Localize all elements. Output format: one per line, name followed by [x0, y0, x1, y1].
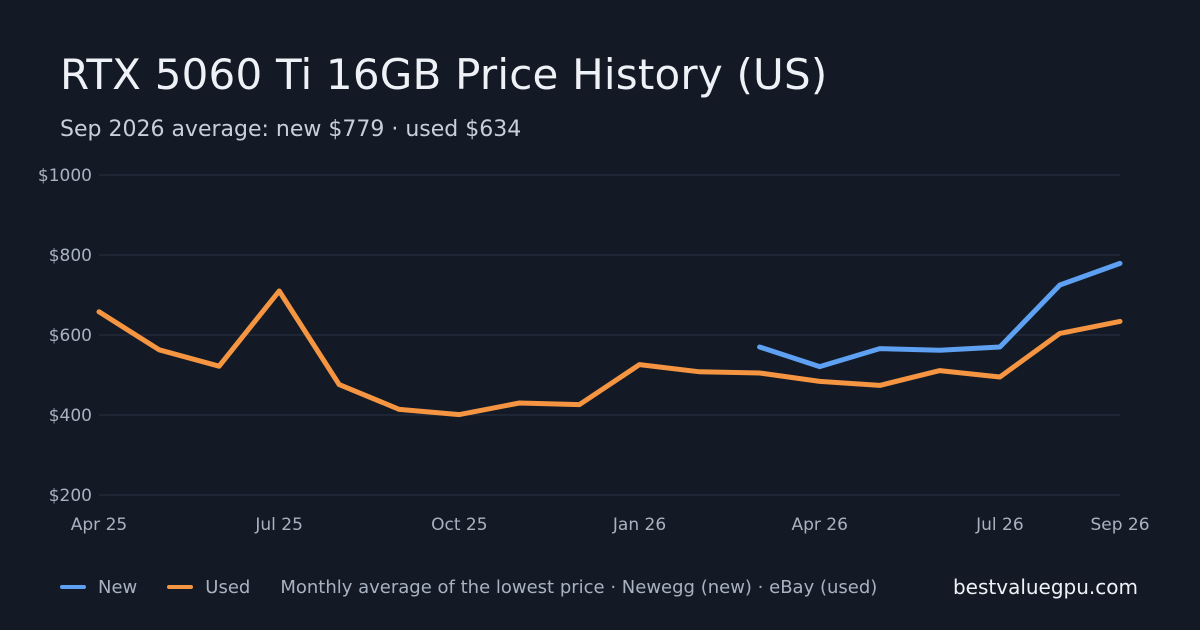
y-tick-label: $1000: [38, 166, 92, 186]
x-axis-ticks: Apr 25 Jul 25 Oct 25 Jan 26 Apr 26 Jul 26 Sep …: [71, 515, 1150, 535]
x-tick-label: Oct 25: [431, 515, 487, 535]
x-tick-label: Jan 26: [612, 515, 666, 535]
legend-item-new: New: [60, 577, 137, 598]
legend-label-used: Used: [205, 576, 251, 598]
series-lines: [96, 260, 1123, 418]
legend-label-new: New: [98, 576, 138, 598]
chart-subtitle: Sep 2026 average: new $779 · used $634: [60, 117, 522, 142]
y-axis-ticks: $200 $400 $600 $800 $1000: [38, 166, 92, 506]
series-line-new: [757, 260, 1123, 370]
x-tick-label: Jul 26: [975, 515, 1024, 535]
grid-lines: [99, 174, 1120, 496]
x-tick-label: Apr 26: [791, 515, 847, 535]
y-tick-label: $600: [49, 326, 92, 346]
y-tick-label: $800: [49, 246, 92, 266]
brand-label: bestvaluegpu.com: [952, 575, 1138, 599]
series-line-used: [96, 288, 1123, 418]
y-tick-label: $400: [49, 406, 92, 426]
legend-swatch-used: [167, 585, 194, 589]
legend-swatch-new: [60, 585, 86, 589]
legend-item-used: Used: [167, 577, 250, 598]
legend: New Used Monthly average of the lowest p…: [60, 572, 877, 602]
x-tick-label: Apr 25: [71, 515, 127, 535]
source-note: Monthly average of the lowest price · Ne…: [280, 576, 878, 598]
chart-title: RTX 5060 Ti 16GB Price History (US): [60, 50, 828, 99]
x-tick-label: Jul 25: [254, 515, 303, 535]
x-tick-label: Sep 26: [1090, 515, 1149, 535]
y-tick-label: $200: [49, 486, 92, 506]
